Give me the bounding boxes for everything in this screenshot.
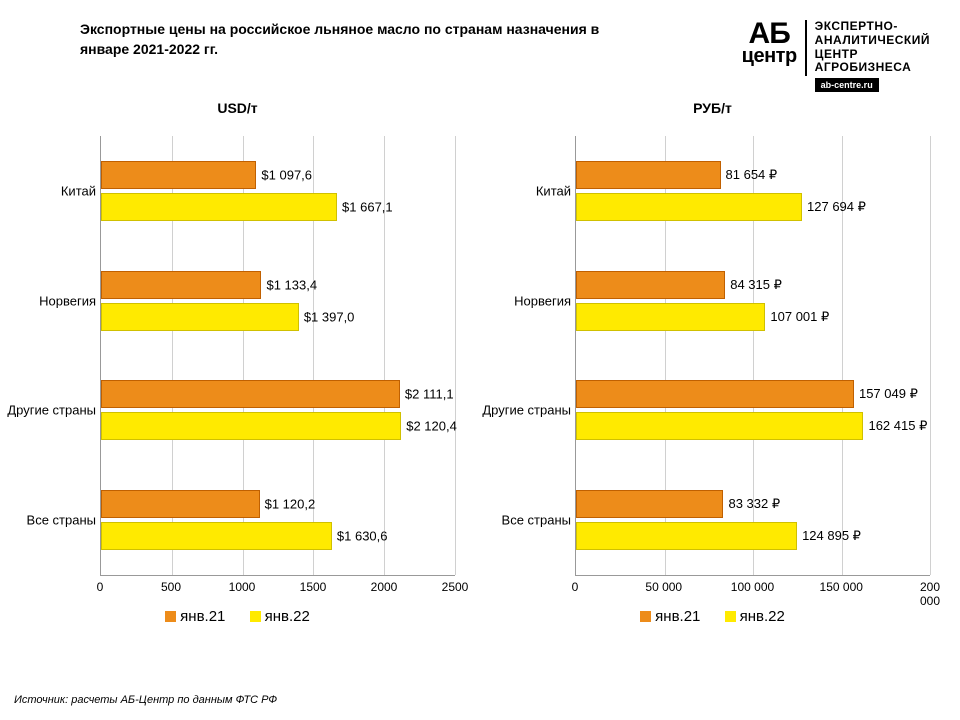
bar-value-label: 127 694 ₽: [801, 199, 866, 215]
x-tick-label: 100 000: [731, 580, 774, 594]
chart-rub-title: РУБ/т: [475, 100, 950, 116]
category-group: Другие страны157 049 ₽162 415 ₽: [576, 356, 930, 466]
bar-value-label: $1 133,4: [260, 277, 317, 292]
bar-value-label: $1 397,0: [298, 309, 355, 324]
bar-jan22: $1 667,1: [101, 193, 337, 221]
legend-right: янв.21 янв.22: [475, 608, 950, 626]
bar-jan22: $1 630,6: [101, 522, 332, 550]
logo-ab-top: АБ: [742, 20, 797, 47]
category-label: Китай: [1, 183, 96, 198]
category-label: Норвегия: [1, 293, 96, 308]
category-group: Все страны83 332 ₽124 895 ₽: [576, 465, 930, 575]
category-group: Норвегия84 315 ₽107 001 ₽: [576, 246, 930, 356]
legend-item-jan22: янв.22: [250, 608, 310, 625]
legend-item-jan22: янв.22: [725, 608, 785, 625]
category-label: Норвегия: [476, 293, 571, 308]
gridline: [455, 136, 456, 575]
gridline: [930, 136, 931, 575]
category-group: Китай81 654 ₽127 694 ₽: [576, 136, 930, 246]
x-tick-label: 200 000: [920, 580, 940, 608]
bar-jan22: 127 694 ₽: [576, 193, 802, 221]
bar-value-label: $2 120,4: [400, 419, 457, 434]
bar-jan22: $1 397,0: [101, 303, 299, 331]
category-label: Китай: [476, 183, 571, 198]
bar-value-label: 162 415 ₽: [862, 418, 927, 434]
chart-title: Экспортные цены на российское льняное ма…: [80, 20, 600, 59]
bar-value-label: $1 630,6: [331, 529, 388, 544]
chart-usd-title: USD/т: [0, 100, 475, 116]
bar-value-label: 83 332 ₽: [722, 496, 780, 512]
bar-value-label: 124 895 ₽: [796, 528, 861, 544]
bar-value-label: 84 315 ₽: [724, 277, 782, 293]
source-citation: Источник: расчеты АБ-Центр по данным ФТС…: [14, 694, 277, 706]
x-tick-label: 1000: [229, 580, 256, 594]
bar-value-label: 81 654 ₽: [720, 167, 778, 183]
logo-text: ЭКСПЕРТНО- АНАЛИТИЧЕСКИЙ ЦЕНТР АГРОБИЗНЕ…: [815, 20, 930, 75]
logo: АБ центр ЭКСПЕРТНО- АНАЛИТИЧЕСКИЙ ЦЕНТР …: [742, 20, 930, 93]
bar-value-label: $1 667,1: [336, 199, 393, 214]
bar-value-label: $1 120,2: [259, 497, 316, 512]
category-label: Все страны: [1, 513, 96, 528]
legend-item-jan21: янв.21: [165, 608, 225, 625]
category-group: Другие страны$2 111,1$2 120,4: [101, 356, 455, 466]
bar-jan22: 162 415 ₽: [576, 412, 863, 440]
bar-jan21: 84 315 ₽: [576, 271, 725, 299]
bar-value-label: $1 097,6: [255, 167, 312, 182]
bar-jan21: $1 133,4: [101, 271, 261, 299]
bar-value-label: 107 001 ₽: [764, 309, 829, 325]
category-group: Все страны$1 120,2$1 630,6: [101, 465, 455, 575]
category-label: Другие страны: [1, 403, 96, 418]
x-tick-label: 2000: [371, 580, 398, 594]
bar-jan21: 83 332 ₽: [576, 490, 723, 518]
logo-url: ab-centre.ru: [815, 78, 879, 92]
bar-jan22: $2 120,4: [101, 412, 401, 440]
x-tick-label: 0: [97, 580, 104, 594]
bar-jan21: $1 120,2: [101, 490, 260, 518]
bar-jan21: $1 097,6: [101, 161, 256, 189]
legend-left: янв.21 янв.22: [0, 608, 475, 626]
bar-jan21: 157 049 ₽: [576, 380, 854, 408]
x-tick-label: 150 000: [820, 580, 863, 594]
bar-jan22: 124 895 ₽: [576, 522, 797, 550]
chart-usd: USD/т Китай $1 097,6 $1 667,1 Норвегия $1 13…: [0, 100, 475, 626]
category-label: Другие страны: [476, 403, 571, 418]
chart-rub: РУБ/т Китай 81 654 ₽ 127 694 ₽ Норвегия 84 3…: [475, 100, 950, 626]
logo-ab-bottom: центр: [742, 47, 797, 65]
x-tick-label: 1500: [300, 580, 327, 594]
x-tick-label: 0: [572, 580, 579, 594]
bar-jan22: 107 001 ₽: [576, 303, 765, 331]
x-tick-label: 50 000: [645, 580, 682, 594]
category-group: Китай$1 097,6$1 667,1: [101, 136, 455, 246]
x-tick-label: 500: [161, 580, 181, 594]
bar-value-label: 157 049 ₽: [853, 386, 918, 402]
category-group: Норвегия$1 133,4$1 397,0: [101, 246, 455, 356]
x-tick-label: 2500: [442, 580, 469, 594]
bar-jan21: 81 654 ₽: [576, 161, 721, 189]
bar-jan21: $2 111,1: [101, 380, 400, 408]
legend-item-jan21: янв.21: [640, 608, 700, 625]
logo-divider: [805, 20, 807, 76]
bar-value-label: $2 111,1: [399, 387, 454, 402]
category-label: Все страны: [476, 513, 571, 528]
